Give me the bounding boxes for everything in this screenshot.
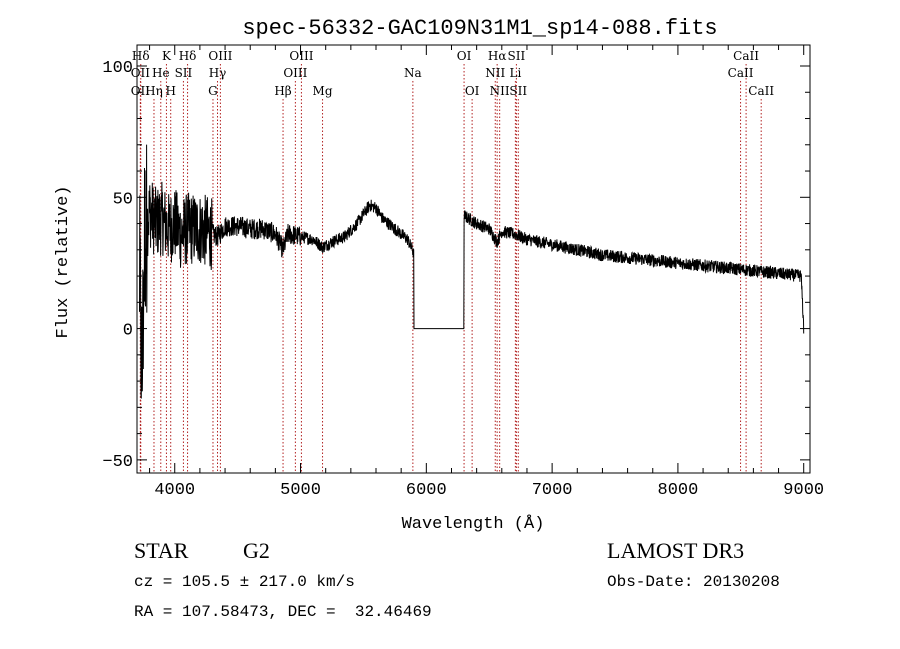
x-axis-ticks: 4000 5000 6000 7000 8000 9000 [149,45,824,500]
x-tick-label: 9000 [783,481,824,500]
y-tick-label: −50 [102,453,133,472]
line-marker-label: Hδ [132,49,150,63]
line-marker-label: SII [509,84,527,98]
spectrum-line [139,144,805,399]
x-tick-label: 8000 [658,481,699,500]
chart-title: spec-56332-GAC109N31M1_sp14-088.fits [242,16,717,41]
plot-frame [136,44,811,474]
line-marker-label: SII [175,66,193,80]
line-marker-label: Hα [488,49,507,63]
line-marker-label: He [152,66,170,80]
redshift-velocity: cz = 105.5 ± 217.0 km/s [134,573,355,591]
x-tick-label: 4000 [154,481,195,500]
line-marker-label: Hδ [179,49,197,63]
line-marker-label: Hβ [274,84,291,98]
x-tick-label: 6000 [406,481,447,500]
line-marker-label: Mg [313,84,333,98]
line-marker-label: OII [131,84,151,98]
y-tick-label: 0 [123,322,133,341]
line-marker-label: H [165,84,175,98]
line-marker-label: CaII [728,66,754,80]
line-marker-label: Hη [145,84,163,98]
line-marker-label: CaII [733,49,759,63]
line-marker-label: OI [465,84,480,98]
y-tick-label: 100 [102,59,133,78]
line-marker-label: NII [485,66,505,80]
line-marker-label: OIII [283,66,307,80]
line-marker-label: Li [509,66,521,80]
line-marker-label: OII [131,66,151,80]
x-tick-label: 5000 [280,481,321,500]
y-axis-label: Flux (relative) [54,185,73,338]
coordinates: RA = 107.58473, DEC = 32.46469 [134,603,432,621]
spectral-subclass: G2 [243,538,270,563]
line-marker-label: OIII [289,49,313,63]
line-marker-label: Hγ [209,66,227,80]
x-axis-label: Wavelength (Å) [402,515,545,534]
line-marker-label: G [208,84,218,98]
line-marker-label: Na [404,66,422,80]
line-marker-label: NII [490,84,510,98]
line-marker-label: OI [457,49,472,63]
y-axis-ticks: −50 0 50 100 [102,59,810,472]
spectral-line-markers [139,64,762,473]
line-marker-label: SII [508,49,526,63]
line-marker-label: CaII [748,84,774,98]
survey-name: LAMOST DR3 [607,538,745,563]
object-class: STAR [134,538,189,563]
observation-date: Obs-Date: 20130208 [607,573,780,591]
y-tick-label: 50 [113,190,133,209]
line-marker-label: K [162,49,172,63]
x-tick-label: 7000 [532,481,573,500]
line-marker-label: OIII [208,49,232,63]
